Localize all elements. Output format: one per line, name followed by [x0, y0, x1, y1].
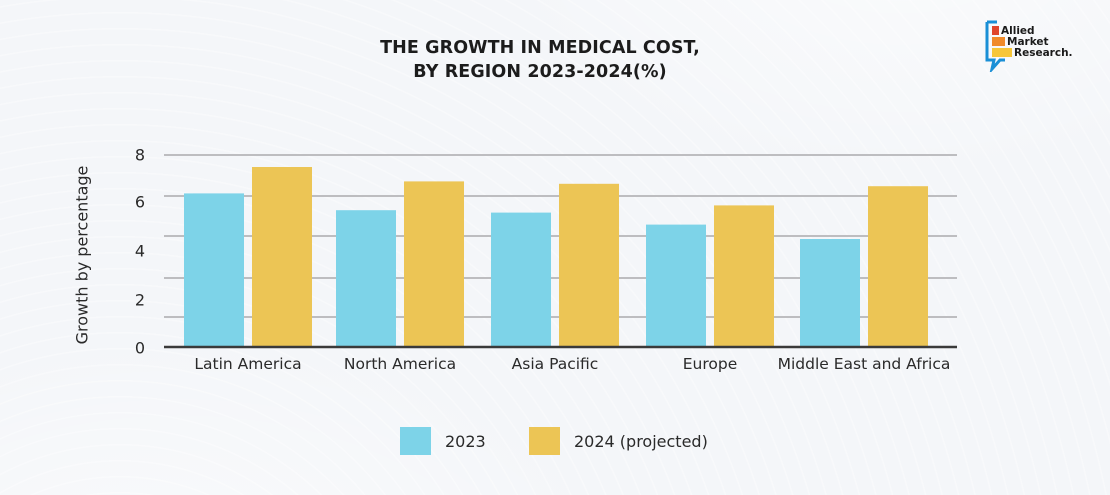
y-tick-label: 8 — [135, 146, 145, 165]
y-tick-label: 4 — [135, 242, 145, 261]
bar-2024 — [559, 183, 619, 347]
legend-item-2024: 2024 (projected) — [529, 427, 708, 455]
y-tick-label: 0 — [135, 339, 145, 358]
legend-label-2024: 2024 (projected) — [574, 431, 708, 451]
x-tick-label: North America — [344, 355, 456, 373]
chart-title-line-1: THE GROWTH IN MEDICAL COST, — [380, 38, 700, 58]
bar-2023 — [336, 210, 396, 347]
logo-text-line-3: Research. — [1014, 47, 1073, 59]
logo-frame — [985, 20, 1005, 72]
x-tick-label: Latin America — [194, 355, 301, 373]
y-tick-label: 6 — [135, 193, 145, 212]
logo-bar-orange — [992, 37, 1005, 46]
bar-2024 — [868, 186, 928, 347]
legend-swatch-2023 — [400, 427, 431, 455]
bar-2023 — [646, 224, 706, 347]
chart-title-line-2: BY REGION 2023-2024(%) — [413, 62, 667, 82]
bar-2023 — [491, 212, 551, 347]
logo-bar-red — [992, 26, 999, 35]
bar-2024 — [252, 167, 312, 347]
legend-swatch-2024 — [529, 427, 560, 455]
bar-2023 — [184, 193, 244, 347]
x-tick-label: Asia Pacific — [512, 355, 599, 373]
allied-market-research-logo: Allied Market Research. — [985, 20, 1073, 72]
legend-item-2023: 2023 — [400, 427, 486, 455]
logo-text-line-1: Allied — [1001, 25, 1035, 37]
bar-2024 — [404, 181, 464, 347]
y-tick-label: 2 — [135, 291, 145, 310]
logo-bar-yellow — [992, 48, 1012, 57]
legend-label-2023: 2023 — [445, 431, 486, 451]
x-tick-label: Europe — [683, 355, 738, 373]
chart-title: THE GROWTH IN MEDICAL COST, BY REGION 20… — [0, 36, 1080, 84]
bar-2024 — [714, 205, 774, 347]
logo-text-line-2: Market — [1007, 36, 1049, 48]
x-tick-label: Middle East and Africa — [778, 355, 951, 373]
bar-2023 — [800, 239, 860, 347]
